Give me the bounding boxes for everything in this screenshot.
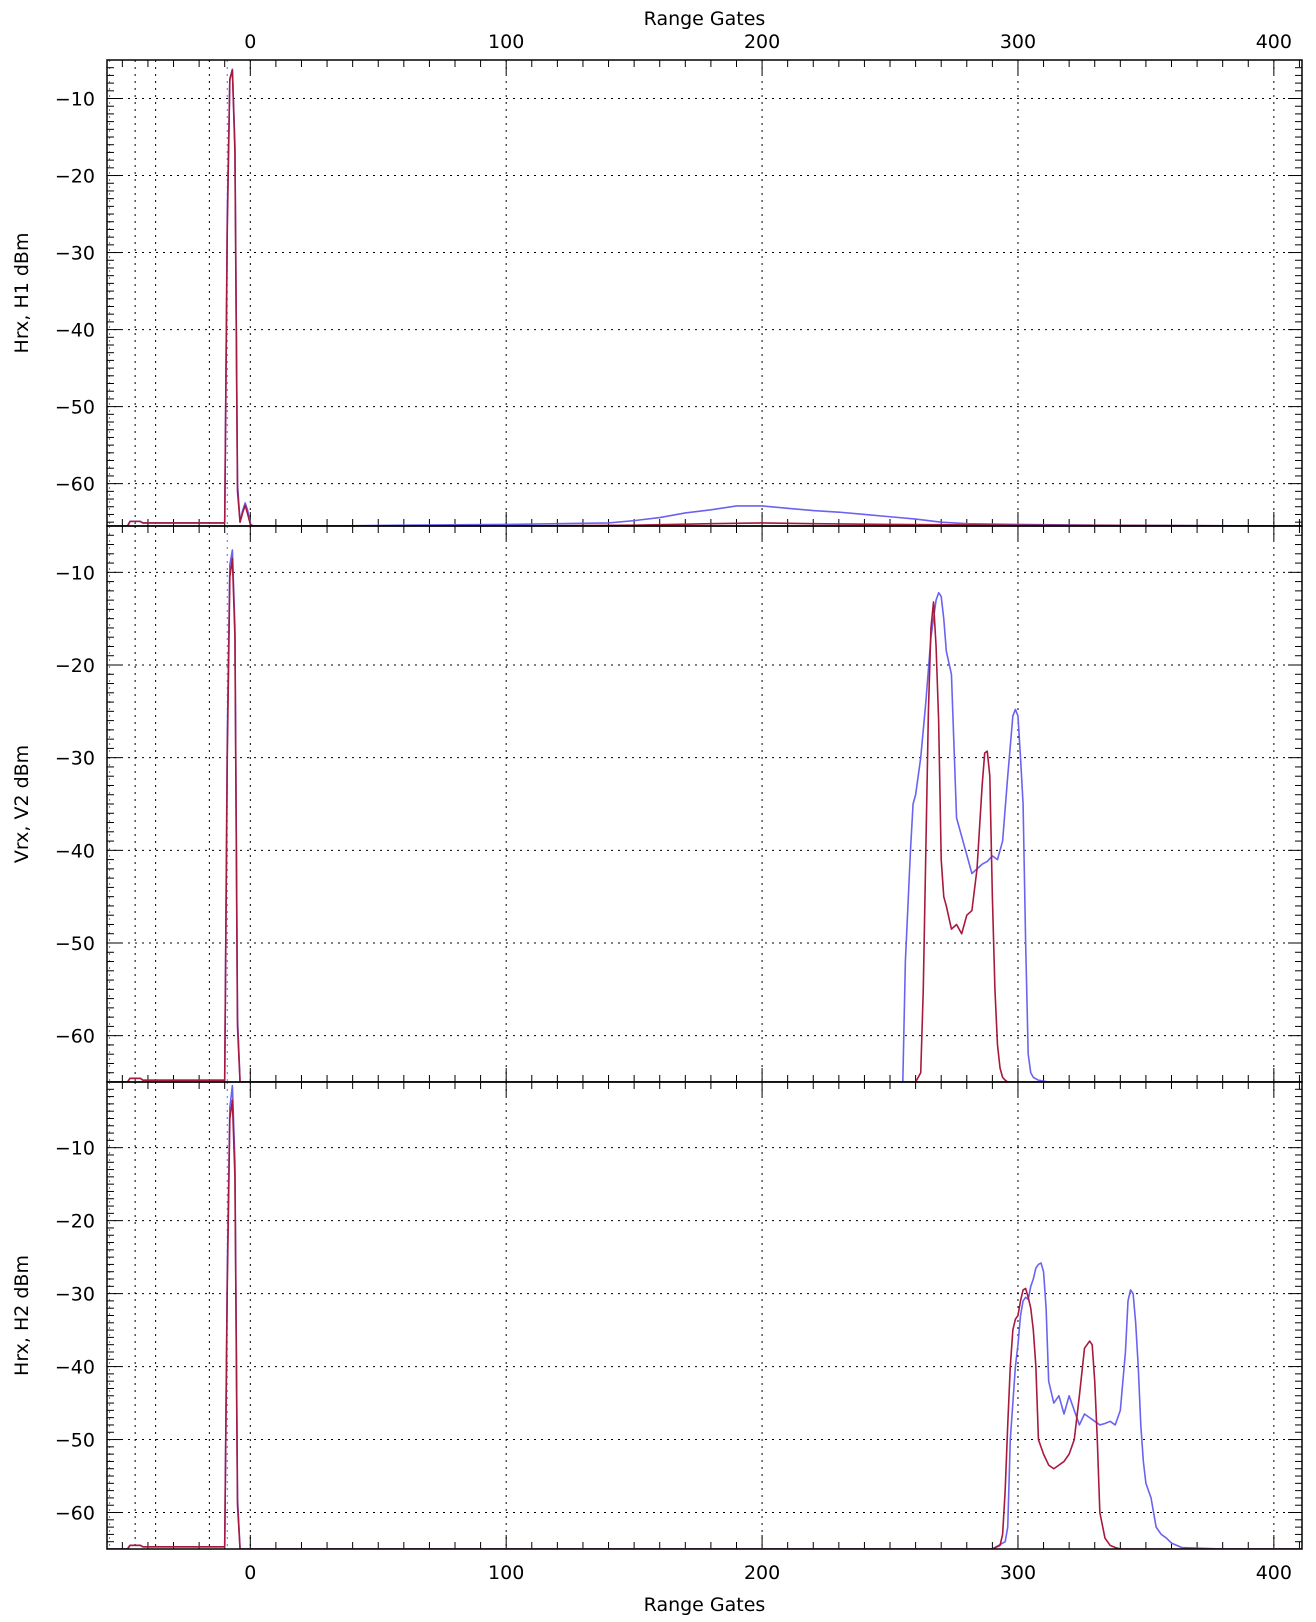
top-x-tick-label: 300 [1000, 31, 1036, 53]
bottom-x-axis-label: Range Gates [644, 1594, 766, 1616]
series-line-red [107, 69, 1302, 526]
plot-content: −10 −20 −30 −40 −50 −60 Hrx, H1 dBm −10 −20 −30 −4… [11, 31, 1303, 1584]
series-group [107, 549, 1302, 1082]
series-line-red [107, 557, 1302, 1082]
y-tick-label: −10 [55, 1138, 95, 1160]
top-x-tick-label: 0 [244, 31, 256, 53]
y-tick-label: −40 [55, 1357, 95, 1379]
top-x-axis-label: Range Gates [644, 8, 766, 30]
y-tick-label: −60 [55, 1026, 95, 1048]
bottom-x-tick-label: 400 [1256, 1562, 1292, 1584]
y-axis-label: Hrx, H2 dBm [11, 1255, 33, 1376]
y-tick-label: −60 [55, 474, 95, 496]
series-line-blue [107, 1084, 1302, 1549]
y-axis-label: Vrx, V2 dBm [11, 745, 33, 863]
y-tick-label: −20 [55, 166, 95, 188]
series-group [107, 1084, 1302, 1549]
top-x-tick-label: 100 [488, 31, 524, 53]
top-x-tick-label: 200 [744, 31, 780, 53]
top-x-tick-label: 400 [1256, 31, 1292, 53]
y-tick-label: −30 [55, 748, 95, 770]
y-tick-label: −20 [55, 655, 95, 677]
y-axis-label: Hrx, H1 dBm [11, 233, 33, 354]
panel-3: −10 −20 −30 −40 −50 −60 Hrx, H2 dBm [11, 1081, 1303, 1550]
bottom-x-tick-label: 0 [244, 1562, 256, 1584]
y-tick-label: −10 [55, 89, 95, 111]
y-tick-label: −10 [55, 562, 95, 584]
y-tick-label: −60 [55, 1503, 95, 1525]
y-tick-label: −50 [55, 933, 95, 955]
panel-frame [106, 1081, 1303, 1550]
bottom-x-tick-label: 100 [488, 1562, 524, 1584]
bottom-x-tick-label: 200 [744, 1562, 780, 1584]
y-tick-label: −30 [55, 243, 95, 265]
panel-1: −10 −20 −30 −40 −50 −60 Hrx, H1 dBm [11, 59, 1303, 527]
y-tick-label: −20 [55, 1211, 95, 1233]
y-tick-label: −30 [55, 1284, 95, 1306]
series-line-red [107, 1099, 1302, 1549]
y-tick-label: −40 [55, 320, 95, 342]
y-tick-label: −50 [55, 397, 95, 419]
y-tick-label: −40 [55, 840, 95, 862]
y-tick-label: −50 [55, 1430, 95, 1452]
bottom-x-tick-label: 300 [1000, 1562, 1036, 1584]
